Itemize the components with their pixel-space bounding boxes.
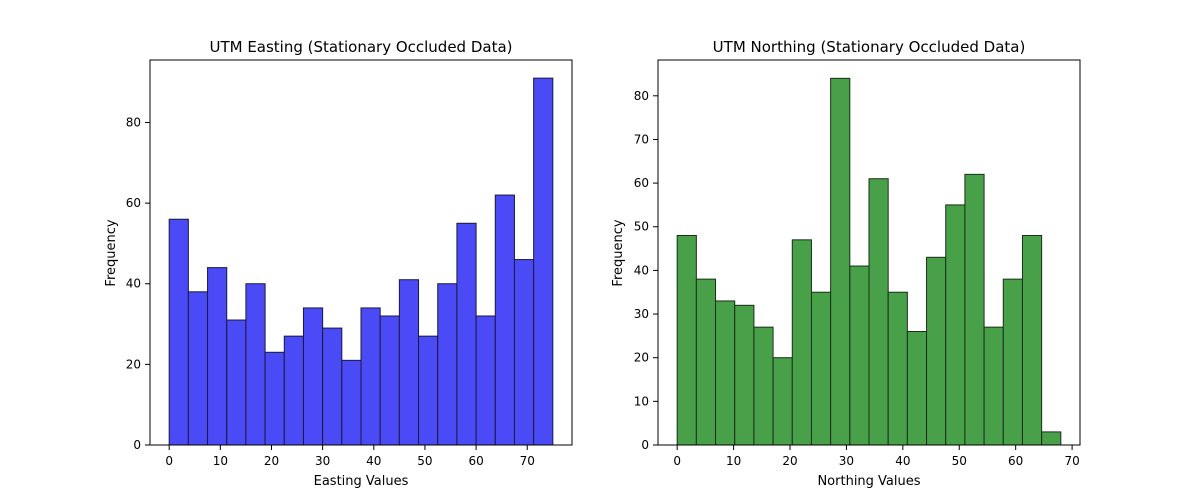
histogram-bar	[830, 77, 851, 446]
y-tick-label: 20	[126, 357, 141, 371]
y-tick-label: 80	[634, 89, 649, 103]
northing-histogram: UTM Northing (Stationary Occluded Data) …	[611, 38, 1081, 489]
x-tick-label: 50	[952, 454, 967, 468]
x-tick-label: 70	[520, 454, 535, 468]
histogram-bar	[379, 315, 400, 446]
histogram-bar	[341, 359, 362, 446]
x-tick-label: 60	[1008, 454, 1023, 468]
histogram-bar	[753, 326, 774, 446]
y-tick-label: 40	[634, 263, 649, 277]
x-tick-label: 40	[895, 454, 910, 468]
x-axis-label: Easting Values	[314, 474, 409, 489]
histogram-bar	[906, 331, 928, 446]
x-tick-label: 10	[726, 454, 741, 468]
histogram-bar	[1002, 278, 1023, 446]
histogram-bar	[245, 283, 266, 446]
x-tick-label: 40	[366, 454, 381, 468]
y-tick-label: 10	[634, 394, 649, 408]
histogram-bar	[926, 256, 947, 446]
histogram-bar	[533, 77, 554, 446]
histogram-bar	[226, 319, 247, 446]
ticks-group: 0 10 20 30 40 50 60 70 0 20 40 60 80	[126, 115, 535, 468]
histogram-bar	[302, 307, 324, 446]
x-tick-label: 20	[782, 454, 797, 468]
histogram-bar	[322, 327, 343, 446]
histogram-bar	[398, 279, 420, 446]
chart-title: UTM Easting (Stationary Occluded Data)	[209, 38, 512, 56]
x-tick-label: 30	[315, 454, 330, 468]
y-tick-label: 60	[126, 196, 141, 210]
histogram-bar	[1021, 234, 1043, 446]
histogram-bar	[791, 239, 812, 446]
histogram-bar	[360, 307, 381, 446]
histogram-bar	[207, 267, 228, 446]
y-tick-label: 0	[641, 438, 649, 452]
y-tick-label: 50	[634, 220, 649, 234]
bars-group	[168, 77, 554, 446]
x-tick-label: 0	[673, 454, 681, 468]
histogram-bar	[264, 351, 285, 446]
histogram-bar	[475, 315, 496, 446]
histogram-bar	[283, 335, 304, 446]
histogram-bar	[964, 173, 985, 446]
y-tick-label: 0	[133, 438, 141, 452]
histogram-bar	[676, 234, 697, 446]
x-tick-label: 50	[417, 454, 432, 468]
histogram-bar	[418, 335, 439, 446]
x-tick-label: 0	[165, 454, 173, 468]
x-tick-label: 70	[1064, 454, 1079, 468]
histogram-bar	[187, 291, 209, 446]
plot-frame	[149, 59, 573, 446]
y-tick-label: 60	[634, 176, 649, 190]
histogram-bar	[437, 283, 458, 446]
y-tick-label: 30	[634, 307, 649, 321]
x-tick-label: 30	[839, 454, 854, 468]
histogram-bar	[810, 291, 832, 446]
y-tick-label: 80	[126, 115, 141, 129]
histogram-bar	[772, 357, 793, 446]
histogram-bar	[1041, 431, 1062, 446]
bars-group	[676, 77, 1062, 446]
x-tick-label: 20	[264, 454, 279, 468]
histogram-bar	[887, 291, 908, 446]
histogram-bar	[734, 304, 755, 446]
y-axis-label: Frequency	[104, 219, 119, 286]
y-tick-label: 70	[634, 132, 649, 146]
histogram-bar	[983, 326, 1004, 446]
histogram-bar	[456, 222, 477, 446]
y-axis-label: Frequency	[611, 219, 626, 286]
histogram-bar	[945, 204, 966, 446]
chart-title: UTM Northing (Stationary Occluded Data)	[713, 38, 1026, 56]
histogram-bar	[494, 194, 515, 446]
ticks-group: 0 10 20 30 40 50 60 70 0 10 20 30 40 50 60 70 80	[634, 89, 1080, 468]
histogram-bar	[849, 265, 870, 446]
histogram-bar	[695, 278, 717, 446]
x-tick-label: 60	[468, 454, 483, 468]
y-tick-label: 20	[634, 351, 649, 365]
x-axis-label: Northing Values	[817, 474, 920, 489]
histogram-bar	[868, 178, 889, 446]
histogram-bar	[513, 259, 535, 446]
plot-frame	[657, 59, 1081, 446]
y-tick-label: 40	[126, 277, 141, 291]
x-tick-label: 10	[213, 454, 228, 468]
histogram-bar	[715, 300, 736, 446]
easting-histogram: UTM Easting (Stationary Occluded Data) E…	[104, 38, 573, 489]
histogram-bar	[168, 218, 189, 446]
